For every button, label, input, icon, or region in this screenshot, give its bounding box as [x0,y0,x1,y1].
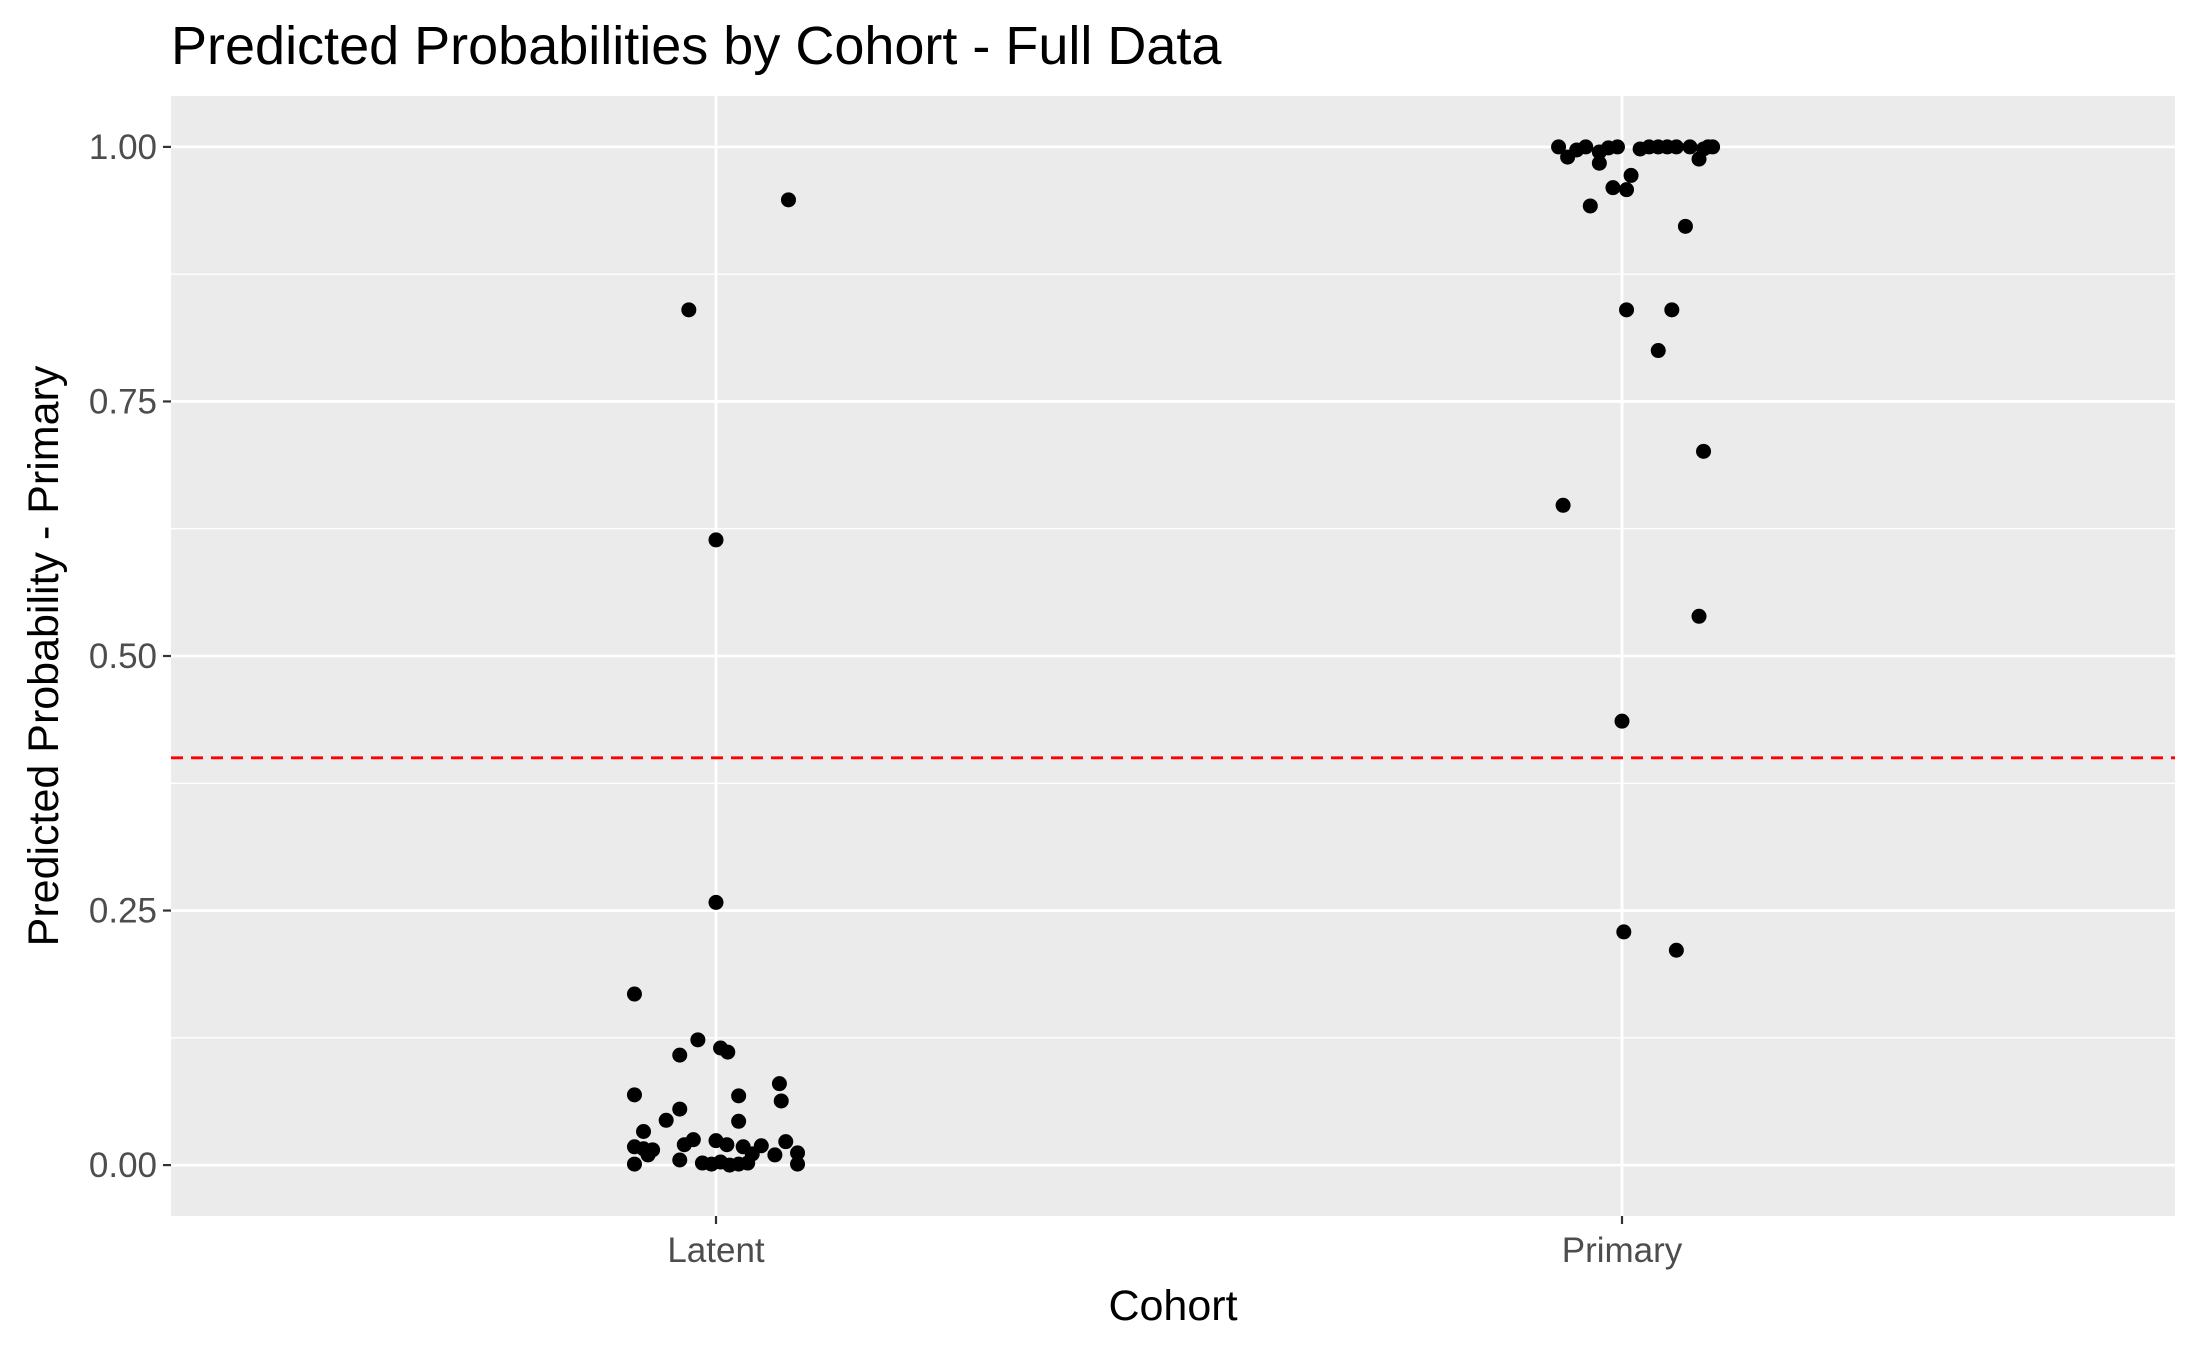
data-point [626,1087,642,1103]
x-axis-title: Cohort [1108,1282,1237,1330]
data-point [1668,942,1684,958]
data-point [1582,198,1598,214]
data-point [720,1044,736,1060]
data-point [1616,924,1632,940]
data-point [681,302,697,318]
data-point [672,1152,688,1168]
data-point [708,532,724,548]
data-point [1619,302,1635,318]
data-point [1682,139,1698,155]
x-axis-ticks: Latent Primary [667,1216,1683,1270]
data-point [790,1156,806,1172]
data-point [1677,218,1693,234]
data-point [1605,180,1621,196]
x-tick-label: Latent [667,1231,765,1270]
data-point [740,1155,756,1171]
y-tick-label: 0.25 [89,892,157,931]
data-point [1664,302,1680,318]
data-point [1578,139,1594,155]
data-point [767,1147,783,1163]
y-tick-label: 0.75 [89,382,157,421]
data-point [690,1032,706,1048]
y-axis-ticks: 0.00 0.25 0.50 0.75 1.00 [89,128,171,1185]
data-point [1650,343,1666,359]
x-tick-label: Primary [1562,1231,1683,1270]
data-point [731,1113,747,1129]
data-point [1555,497,1571,513]
data-point [1623,167,1639,183]
y-tick-label: 1.00 [89,128,157,167]
data-point [771,1076,787,1092]
data-point [636,1123,652,1139]
data-point [708,894,724,910]
minor-gridlines [171,273,2175,1039]
data-point [773,1093,789,1109]
data-point [780,192,796,208]
data-point [626,986,642,1002]
data-point [1614,713,1630,729]
data-point [731,1088,747,1104]
data-points [626,139,1721,1173]
data-point [1591,155,1607,171]
y-tick-label: 0.00 [89,1146,157,1185]
y-axis-title: Predicted Probability - Primary [20,365,68,946]
data-point [1551,139,1567,155]
chart-title: Predicted Probabilities by Cohort - Full… [171,16,1222,76]
data-point [640,1147,656,1163]
data-point [626,1156,642,1172]
data-point [1609,139,1625,155]
data-point [672,1101,688,1117]
data-point [1619,182,1635,198]
data-point [1705,139,1721,155]
major-gridlines [171,96,2175,1216]
data-point [672,1047,688,1063]
data-point [778,1134,794,1150]
data-point [676,1137,692,1153]
data-point [658,1112,674,1128]
data-point [719,1137,735,1153]
data-point [1668,139,1684,155]
data-point [790,1145,806,1161]
y-tick-label: 0.50 [89,637,157,676]
data-point [1691,608,1707,624]
data-point [1696,443,1712,459]
